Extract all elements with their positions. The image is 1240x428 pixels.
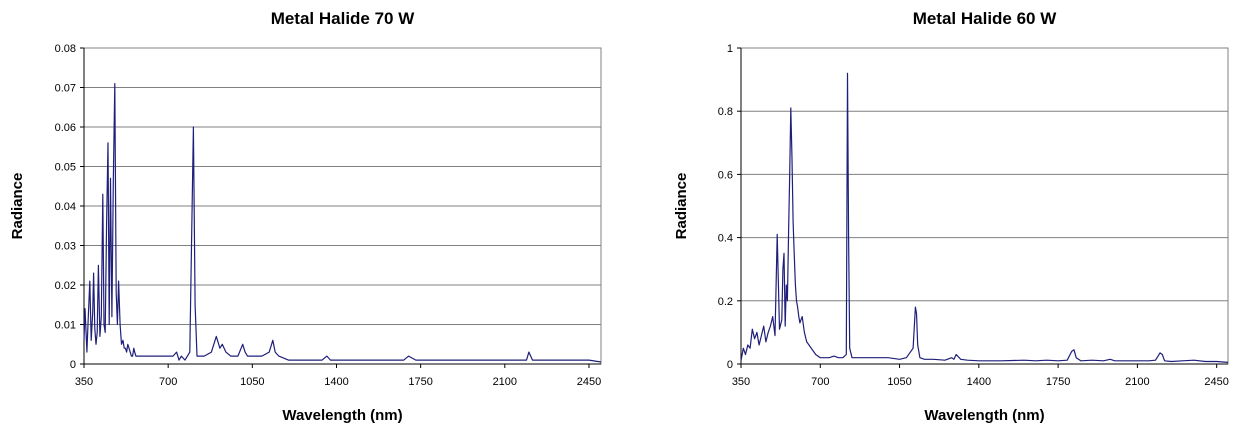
chart-1-y-tick-label: 0.04 (55, 201, 76, 213)
chart-2-y-tick-label: 0 (727, 359, 733, 371)
chart-1-x-axis-label: Wavelength (nm) (282, 407, 402, 424)
chart-1-y-tick-label: 0.08 (55, 43, 76, 55)
chart-1-y-tick-label: 0 (70, 359, 76, 371)
chart-1-y-tick-label: 0.07 (55, 83, 76, 95)
chart-2-series-line (740, 72, 1229, 363)
chart-1-x-tick-label: 1750 (408, 376, 432, 388)
chart-2-y-tick-label: 1 (727, 43, 733, 55)
chart-2-x-tick-label: 2450 (1204, 376, 1228, 388)
chart-1-x-tick-label: 1050 (240, 376, 264, 388)
chart-1-x-tick-label: 350 (75, 376, 93, 388)
chart-1-x-tick-label: 2450 (577, 376, 601, 388)
chart-1-series-line (83, 83, 602, 363)
chart-1-y-axis-label: Radiance (9, 173, 26, 240)
chart-2-x-tick-label: 2100 (1125, 376, 1149, 388)
chart-2-title: Metal Halide 60 W (913, 9, 1058, 28)
chart-1-y-tick-label: 0.05 (55, 162, 76, 174)
chart-1-y-tick-label: 0.02 (55, 280, 76, 292)
chart-2-y-tick-label: 0.8 (718, 106, 733, 118)
chart-1-x-tick-label: 1400 (324, 376, 348, 388)
chart-2-x-tick-label: 1400 (967, 376, 991, 388)
chart-1-y-tick-label: 0.06 (55, 122, 76, 134)
chart-1-x-tick-label: 700 (159, 376, 177, 388)
chart-2-plot-area (740, 47, 1229, 365)
chart-2-y-tick-label: 0.6 (718, 169, 733, 181)
chart-2-y-tick-label: 0.2 (718, 296, 733, 308)
chart-2-y-axis-label: Radiance (673, 173, 690, 240)
chart-2-x-tick-label: 1050 (887, 376, 911, 388)
chart-2-x-axis-label: Wavelength (nm) (924, 407, 1044, 424)
chart-2-x-tick-label: 350 (732, 376, 750, 388)
chart-1-title: Metal Halide 70 W (271, 9, 416, 28)
chart-2-x-tick-label: 1750 (1046, 376, 1070, 388)
chart-2-y-tick-label: 0.4 (718, 233, 733, 245)
chart-1-y-tick-label: 0.03 (55, 241, 76, 253)
chart-1-x-tick-label: 2100 (493, 376, 517, 388)
chart-2-x-tick-label: 700 (811, 376, 829, 388)
chart-1-y-tick-label: 0.01 (55, 320, 76, 332)
